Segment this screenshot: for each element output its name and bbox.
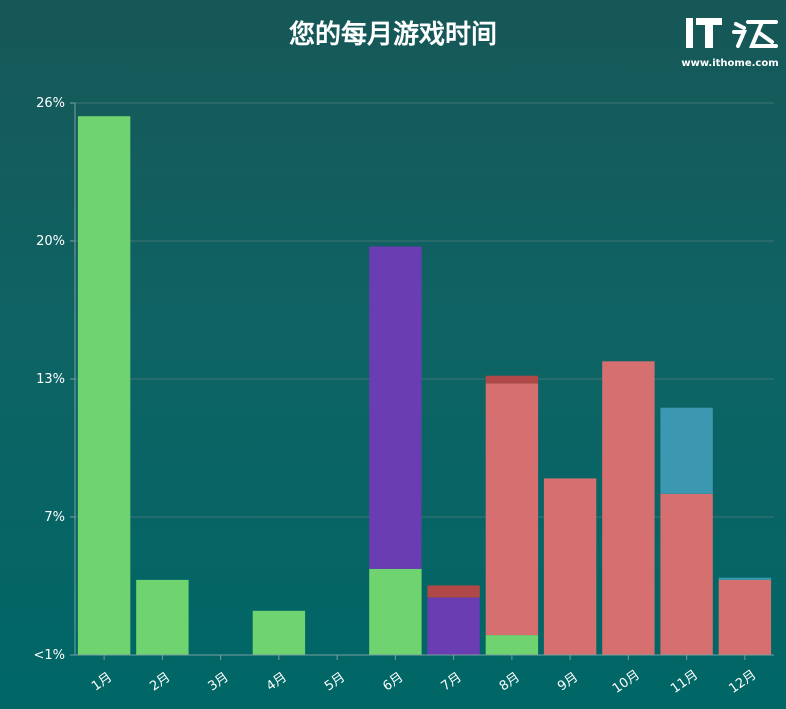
x-tick-label: 10月	[610, 668, 643, 697]
x-tick-label: 9月	[555, 670, 581, 694]
x-tick-label: 11月	[668, 668, 701, 697]
bar-purple	[369, 246, 422, 569]
x-tick-label: 6月	[380, 670, 406, 694]
bar-salmon	[485, 383, 539, 636]
x-tick-label: 8月	[497, 670, 523, 694]
bar-green	[369, 568, 422, 655]
bar-darkred	[427, 585, 480, 598]
y-tick-label: 26%	[36, 96, 65, 111]
y-tick-labels: <1% 7% 13% 20% 26%	[33, 96, 65, 663]
y-tick-label: 20%	[36, 234, 65, 249]
bar-green	[252, 610, 306, 655]
ithome-logo	[686, 18, 778, 48]
bar-salmon	[718, 579, 772, 655]
bars	[77, 116, 772, 655]
x-tick-label: 3月	[206, 670, 232, 694]
x-tick-label: 12月	[726, 668, 759, 697]
y-tick-label: 7%	[44, 510, 65, 525]
y-tick-label: 13%	[36, 372, 65, 387]
x-tick-label: 7月	[439, 670, 465, 694]
bar-darkred	[485, 375, 539, 384]
bar-teal	[718, 577, 772, 580]
bar-salmon	[602, 361, 655, 655]
x-tick-labels: 1月 2月 3月 4月 5月 6月 7月 8月 9月 10月 11月 12月	[89, 668, 759, 697]
x-tick-label: 1月	[89, 670, 115, 694]
chart-title: 您的每月游戏时间	[288, 20, 497, 50]
y-tick-label: <1%	[33, 648, 65, 663]
x-tick-label: 5月	[322, 670, 348, 694]
axes	[70, 102, 774, 660]
bar-green	[77, 116, 131, 655]
logo-url: www.ithome.com	[681, 58, 779, 69]
bar-purple	[427, 597, 480, 655]
bar-salmon	[543, 478, 597, 655]
x-tick-label: 4月	[264, 670, 290, 694]
bar-salmon	[660, 493, 713, 655]
bar-teal	[660, 407, 713, 494]
x-tick-label: 2月	[147, 670, 173, 694]
grid-lines	[75, 102, 774, 518]
bar-green	[136, 579, 189, 655]
bar-green	[485, 635, 539, 655]
